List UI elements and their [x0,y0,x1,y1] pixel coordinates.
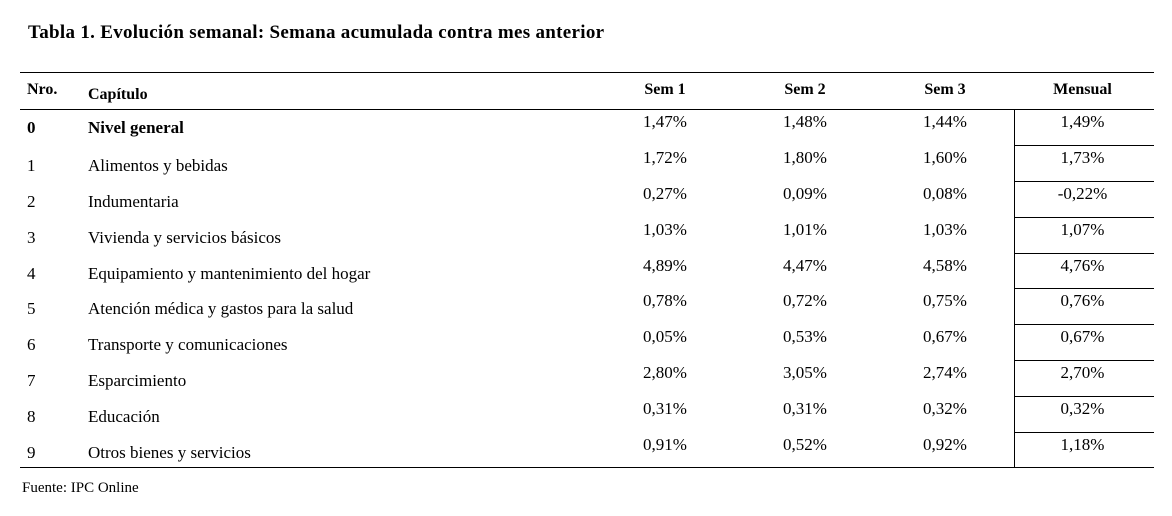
cell-nro: 3 [27,228,36,247]
cell-sem3: 0,67% [923,327,967,346]
table-row: 0 Nivel general 1,47% 1,48% 1,44% 1,49% [20,112,1154,148]
source-note: Fuente: IPC Online [22,480,139,496]
cell-capitulo: Otros bienes y servicios [88,443,251,462]
cell-nro: 7 [27,371,36,390]
table-row: 2 Indumentaria 0,27% 0,09% 0,08% -0,22% [20,184,1154,220]
cell-capitulo: Atención médica y gastos para la salud [88,299,354,318]
cell-nro: 8 [27,407,36,426]
cell-sem1: 0,27% [643,184,687,203]
cell-capitulo: Nivel general [88,118,184,137]
cell-sem2: 4,47% [783,256,827,275]
cell-mensual: 0,67% [1060,327,1105,346]
header-rule [20,109,1154,110]
cell-sem2: 0,52% [783,435,827,454]
mensual-divider [1014,181,1154,182]
mensual-divider [1014,360,1154,361]
cell-sem3: 4,58% [923,256,967,275]
cell-mensual: 1,49% [1060,112,1105,131]
cell-mensual: 2,70% [1060,363,1105,382]
cell-sem1: 0,31% [643,399,687,418]
mensual-divider [1014,253,1154,254]
cell-sem1: 4,89% [643,256,687,275]
cell-nro: 9 [27,443,36,462]
mensual-divider [1014,217,1154,218]
cell-sem2: 0,72% [783,291,827,310]
cell-sem1: 0,91% [643,435,687,454]
cell-sem1: 0,78% [643,291,687,310]
mensual-divider [1014,324,1154,325]
header-capitulo: Capítulo [88,86,148,103]
cell-nro: 0 [27,118,36,137]
table-row: 5 Atención médica y gastos para la salud… [20,291,1154,327]
cell-sem1: 1,03% [643,220,687,239]
header-sem2: Sem 2 [784,81,826,98]
cell-mensual: 0,76% [1060,291,1105,310]
mensual-divider [1014,396,1154,397]
cell-sem1: 1,72% [643,148,687,167]
cell-capitulo: Educación [88,407,160,426]
cell-nro: 6 [27,335,36,354]
table-header-row: Nro. Capítulo Sem 1 Sem 2 Sem 3 Mensual [20,78,1154,114]
cell-sem1: 0,05% [643,327,687,346]
cell-sem1: 2,80% [643,363,687,382]
cell-mensual: 0,32% [1060,399,1105,418]
cell-sem2: 1,01% [783,220,827,239]
cell-sem3: 2,74% [923,363,967,382]
table-row: 6 Transporte y comunicaciones 0,05% 0,53… [20,327,1154,363]
header-mensual: Mensual [1053,81,1112,98]
header-nro: Nro. [27,81,58,98]
table-row: 4 Equipamiento y mantenimiento del hogar… [20,256,1154,292]
cell-sem2: 0,31% [783,399,827,418]
cell-sem2: 1,48% [783,112,827,131]
table-title: Tabla 1. Evolución semanal: Semana acumu… [28,22,605,43]
cell-capitulo: Indumentaria [88,192,179,211]
cell-sem3: 1,03% [923,220,967,239]
cell-capitulo: Alimentos y bebidas [88,156,228,175]
cell-mensual: -0,22% [1057,184,1108,203]
cell-mensual: 1,73% [1060,148,1105,167]
cell-sem3: 1,60% [923,148,967,167]
cell-sem2: 3,05% [783,363,827,382]
cell-sem3: 0,32% [923,399,967,418]
table-row: 9 Otros bienes y servicios 0,91% 0,52% 0… [20,435,1154,471]
mensual-divider [1014,288,1154,289]
table-top-rule [20,72,1154,73]
table-bottom-rule [20,467,1154,468]
cell-sem2: 1,80% [783,148,827,167]
cell-sem3: 0,08% [923,184,967,203]
cell-sem2: 0,09% [783,184,827,203]
cell-nro: 1 [27,156,36,175]
cell-sem2: 0,53% [783,327,827,346]
cell-capitulo: Esparcimiento [88,371,187,390]
mensual-divider [1014,432,1154,433]
mensual-divider [1014,145,1154,146]
cell-mensual: 1,07% [1060,220,1105,239]
table-row: 7 Esparcimiento 2,80% 3,05% 2,74% 2,70% [20,363,1154,399]
cell-nro: 5 [27,299,36,318]
cell-mensual: 4,76% [1060,256,1105,275]
cell-capitulo: Equipamiento y mantenimiento del hogar [88,264,371,283]
cell-sem1: 1,47% [643,112,687,131]
cell-sem3: 1,44% [923,112,967,131]
table-row: 8 Educación 0,31% 0,31% 0,32% 0,32% [20,399,1154,435]
table-row: 1 Alimentos y bebidas 1,72% 1,80% 1,60% … [20,148,1154,184]
cell-sem3: 0,92% [923,435,967,454]
cell-mensual: 1,18% [1060,435,1105,454]
cell-capitulo: Vivienda y servicios básicos [88,228,282,247]
cell-sem3: 0,75% [923,291,967,310]
cell-nro: 4 [27,264,36,283]
header-sem1: Sem 1 [644,81,686,98]
cell-capitulo: Transporte y comunicaciones [88,335,288,354]
header-sem3: Sem 3 [924,81,966,98]
cell-nro: 2 [27,192,36,211]
table-row: 3 Vivienda y servicios básicos 1,03% 1,0… [20,220,1154,256]
